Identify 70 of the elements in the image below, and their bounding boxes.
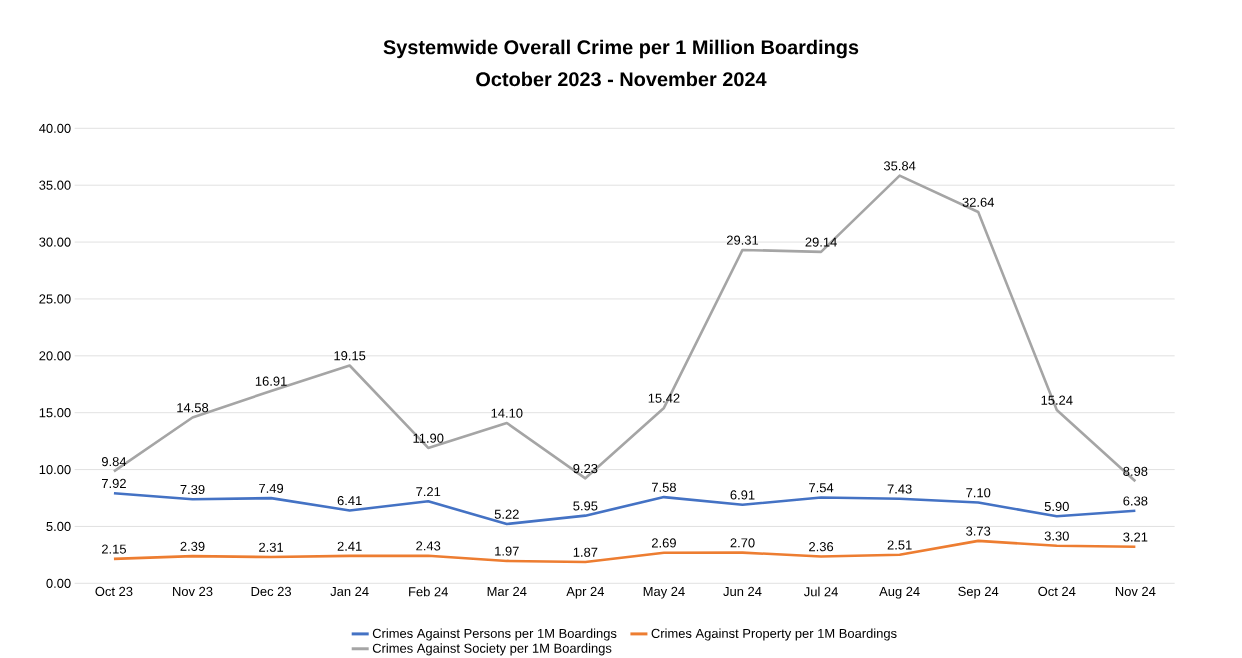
data-label: 2.69	[651, 538, 676, 548]
y-tick-label: 15.00	[39, 408, 71, 418]
data-label: 9.84	[101, 456, 127, 467]
data-label: 2.51	[887, 540, 912, 550]
data-label: 8.98	[1123, 466, 1148, 476]
chart-title: Systemwide Overall Crime per 1 Million Boardings	[383, 39, 859, 59]
data-label: 5.95	[573, 501, 598, 511]
data-label: 32.64	[962, 197, 995, 207]
x-tick-label: Oct 23	[95, 586, 133, 596]
y-tick-label: 30.00	[39, 237, 71, 247]
data-label: 2.31	[259, 542, 284, 552]
x-tick-label: Jan 24	[330, 586, 369, 596]
x-tick-label: May 24	[643, 586, 685, 599]
data-label: 6.41	[337, 495, 362, 506]
x-tick-label: Jun 24	[723, 586, 762, 596]
data-label: 2.43	[416, 541, 441, 551]
data-label: 14.10	[491, 408, 523, 418]
y-tick-label: 25.00	[39, 294, 71, 304]
data-label: 9.23	[573, 463, 598, 474]
data-label: 7.54	[809, 483, 834, 493]
data-label: 7.10	[966, 488, 991, 498]
data-label: 7.21	[416, 486, 441, 497]
data-label: 19.15	[334, 351, 366, 361]
y-tick-label: 5.00	[46, 521, 71, 531]
y-tick-label: 10.00	[39, 464, 71, 475]
y-tick-label: 40.00	[39, 123, 71, 133]
data-label: 1.97	[495, 546, 519, 556]
x-tick-label: Aug 24	[879, 586, 920, 599]
data-label: 7.49	[259, 483, 284, 493]
y-tick-label: 35.00	[39, 180, 71, 190]
data-label: 7.92	[102, 478, 126, 488]
data-label: 3.73	[966, 526, 991, 536]
legend-label: Crimes Against Society per 1M Boardings	[372, 643, 612, 656]
x-tick-label: Nov 24	[1115, 586, 1156, 596]
chart-subtitle: October 2023 - November 2024	[476, 71, 767, 87]
x-tick-label: Apr 24	[566, 586, 605, 599]
y-tick-label: 0.00	[46, 578, 71, 588]
data-label: 1.87	[573, 547, 598, 557]
data-label: 3.30	[1044, 531, 1069, 541]
data-label: 2.41	[337, 541, 362, 551]
data-label: 7.58	[652, 482, 676, 492]
data-label: 7.39	[180, 484, 205, 494]
data-label: 16.91	[255, 376, 287, 386]
x-tick-label: Mar 24	[487, 586, 527, 596]
data-label: 6.38	[1123, 496, 1148, 506]
data-label: 15.42	[648, 393, 680, 403]
data-label: 2.36	[809, 542, 834, 552]
data-label: 3.21	[1123, 532, 1148, 542]
data-label: 7.43	[887, 484, 912, 494]
legend-label: Crimes Against Property per 1M Boardings	[651, 628, 897, 641]
data-label: 11.90	[413, 433, 444, 443]
y-tick-label: 20.00	[39, 351, 71, 361]
x-tick-label: Jul 24	[804, 586, 838, 597]
x-tick-label: Feb 24	[409, 586, 448, 597]
data-label: 5.22	[494, 509, 519, 519]
data-label: 29.14	[805, 237, 837, 247]
x-tick-label: Nov 23	[173, 586, 213, 596]
x-tick-label: Oct 24	[1038, 586, 1076, 596]
data-label: 2.39	[180, 541, 205, 551]
data-label: 14.58	[177, 403, 209, 413]
data-label: 5.90	[1044, 501, 1069, 511]
x-tick-label: Dec 23	[251, 586, 292, 596]
data-label: 2.15	[101, 544, 126, 554]
x-tick-label: Sep 24	[958, 586, 999, 599]
data-label: 6.91	[730, 490, 755, 500]
data-label: 2.70	[730, 538, 755, 548]
legend-label: Crimes Against Persons per 1M Boardings	[372, 628, 617, 641]
data-label: 35.84	[883, 161, 916, 171]
data-label: 29.31	[726, 235, 759, 245]
data-label: 15.24	[1041, 395, 1073, 405]
